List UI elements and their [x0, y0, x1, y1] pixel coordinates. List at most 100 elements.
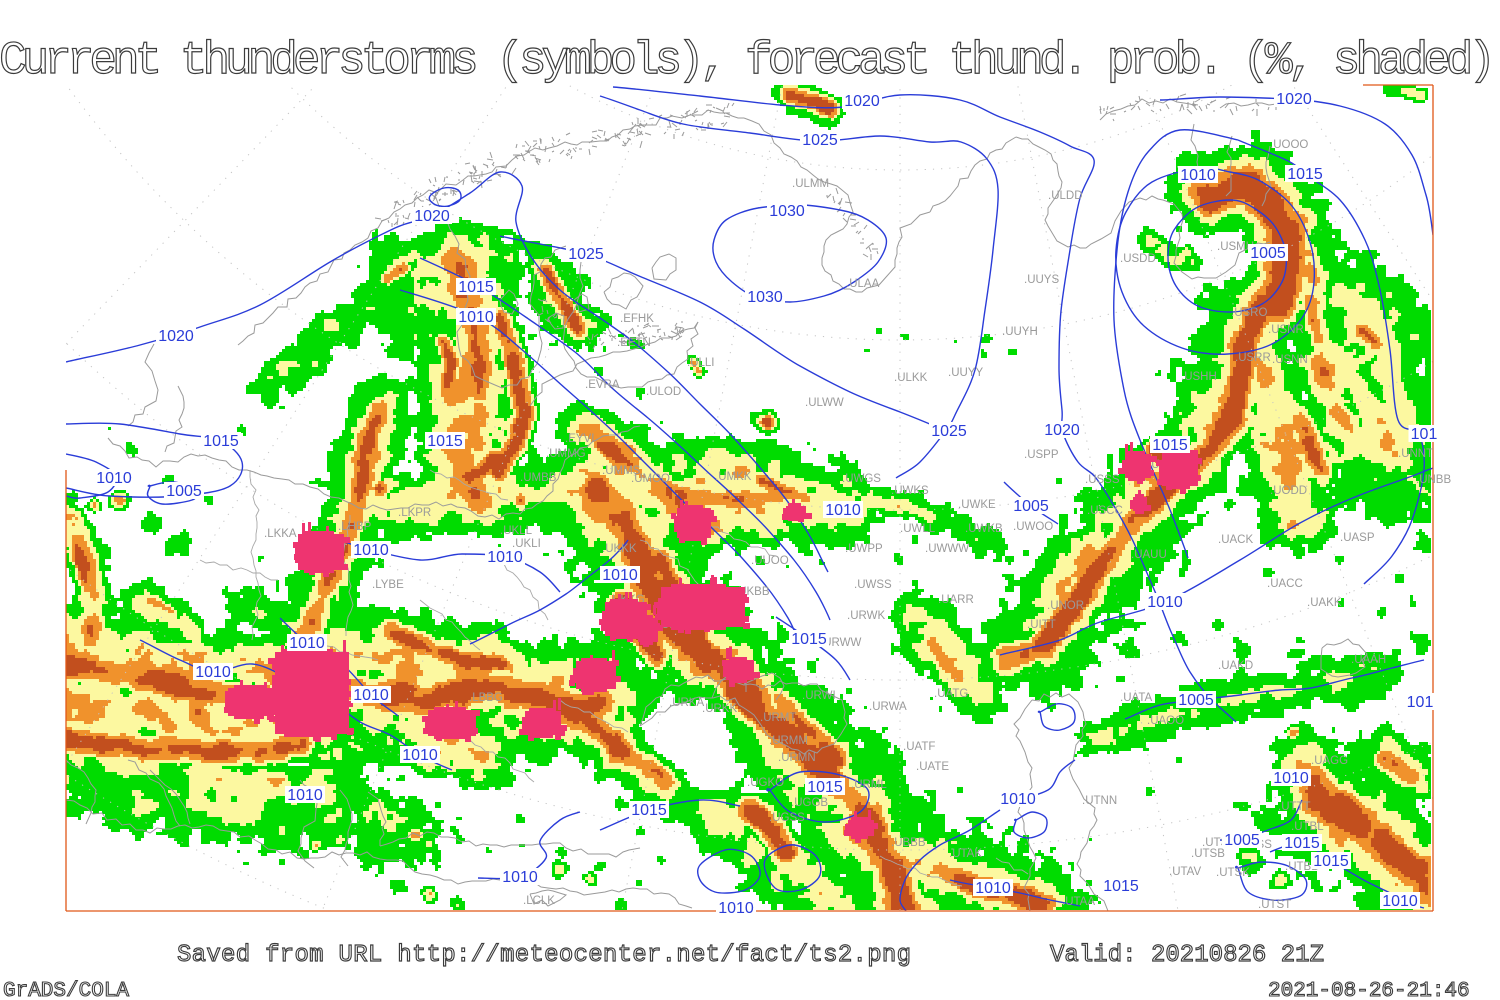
svg-text:.UASP: .UASP [1340, 532, 1375, 544]
svg-text:.EETN: .EETN [617, 337, 651, 349]
svg-text:1020: 1020 [1044, 422, 1080, 439]
svg-text:.UUOO: .UUOO [751, 555, 789, 567]
svg-text:1010: 1010 [975, 880, 1011, 897]
svg-text:.UACK: .UACK [1218, 534, 1253, 546]
svg-text:.UWKS: .UWKS [891, 485, 929, 497]
svg-text:.URKK: .URKK [702, 703, 737, 715]
svg-text:.USDD: .USDD [1120, 253, 1156, 265]
svg-text:.USMU: .USMU [1217, 241, 1254, 253]
svg-text:1010: 1010 [1382, 893, 1418, 910]
svg-text:.UATE: .UATE [916, 761, 949, 773]
svg-text:.UAOO: .UAOO [1147, 715, 1184, 727]
svg-text:.ULOD: .ULOD [646, 386, 681, 398]
svg-text:.USCC: .USCC [1087, 505, 1123, 517]
svg-text:.UNBB: .UNBB [1416, 474, 1451, 486]
svg-text:.USPP: .USPP [1024, 449, 1059, 461]
svg-text:1005: 1005 [1013, 498, 1049, 515]
svg-text:1020: 1020 [1276, 91, 1312, 108]
svg-text:.LHBP: .LHBP [338, 521, 372, 533]
svg-text:Valid: 20210826 21Z: Valid: 20210826 21Z [1050, 942, 1324, 969]
svg-text:.EFHK: .EFHK [620, 313, 654, 325]
svg-text:1010: 1010 [289, 635, 325, 652]
svg-text:1015: 1015 [1313, 853, 1349, 870]
svg-text:.UTBL: .UTBL [1291, 821, 1324, 833]
svg-text:.UBBB: .UBBB [891, 837, 926, 849]
svg-text:1025: 1025 [802, 132, 838, 149]
svg-text:.URWW: .URWW [820, 637, 861, 649]
svg-text:.URML: .URML [851, 779, 887, 791]
svg-text:1010: 1010 [602, 567, 638, 584]
svg-text:1010: 1010 [458, 309, 494, 326]
svg-text:2021-08-26-21:46: 2021-08-26-21:46 [1268, 980, 1470, 1000]
svg-text:.UTTT: .UTTT [1278, 801, 1311, 813]
svg-text:.URWK: .URWK [847, 610, 885, 622]
svg-text:101: 101 [1407, 694, 1434, 711]
svg-text:.UTAA: .UTAA [1062, 896, 1095, 908]
svg-text:.LKPR: .LKPR [398, 507, 431, 519]
svg-text:.UWPP: .UWPP [845, 543, 883, 555]
svg-text:.UUYY: .UUYY [948, 367, 983, 379]
svg-text:1015: 1015 [1152, 437, 1188, 454]
svg-text:.UWKB: .UWKB [965, 523, 1003, 535]
svg-text:.USSS: .USSS [1085, 474, 1120, 486]
svg-text:.USNN: .USNN [1272, 354, 1308, 366]
svg-text:.UWWW: .UWWW [925, 543, 969, 555]
svg-text:.UAKD: .UAKD [1218, 660, 1253, 672]
svg-text:1030: 1030 [747, 289, 783, 306]
svg-text:1010: 1010 [195, 664, 231, 681]
svg-text:1015: 1015 [458, 279, 494, 296]
svg-text:1015: 1015 [203, 433, 239, 450]
svg-text:.UMMS: .UMMS [602, 465, 641, 477]
svg-text:.UAAH: .UAAH [1351, 654, 1386, 666]
svg-text:.URMM: .URMM [769, 735, 808, 747]
svg-text:1010: 1010 [502, 869, 538, 886]
svg-text:.USNR: .USNR [1268, 324, 1304, 336]
svg-text:.UWLL: .UWLL [900, 523, 936, 535]
svg-text:.UMBB: .UMBB [520, 472, 557, 484]
svg-text:.USHH: .USHH [1181, 371, 1217, 383]
svg-text:.UAKK: .UAKK [1307, 597, 1342, 609]
svg-text:.ULMM: .ULMM [792, 178, 829, 190]
svg-text:.UGGB: .UGGB [791, 797, 828, 809]
svg-text:1005: 1005 [1224, 832, 1260, 849]
svg-text:.UTNN: .UTNN [1082, 795, 1117, 807]
svg-text:1020: 1020 [844, 93, 880, 110]
svg-text:.UWSS: .UWSS [854, 579, 892, 591]
svg-text:1005: 1005 [166, 483, 202, 500]
svg-text:.UWGS: .UWGS [842, 473, 881, 485]
svg-text:.UKLI: .UKLI [512, 538, 541, 550]
svg-text:1010: 1010 [287, 787, 323, 804]
svg-text:.UATG: .UATG [934, 688, 968, 700]
svg-text:1010: 1010 [1180, 167, 1216, 184]
svg-text:.USRR: .USRR [1235, 352, 1271, 364]
svg-text:.UTAV: .UTAV [1169, 866, 1201, 878]
svg-text:.UAGG: .UAGG [1311, 755, 1348, 767]
svg-text:1010: 1010 [353, 687, 389, 704]
svg-text:GrADS/COLA: GrADS/COLA [3, 980, 129, 1000]
svg-text:1010: 1010 [487, 549, 523, 566]
svg-text:.EYVI: .EYVI [565, 433, 594, 445]
svg-text:.UKKK: .UKKK [602, 543, 637, 555]
svg-text:.UMMG: .UMMG [546, 448, 586, 460]
svg-text:.LBBG: .LBBG [469, 692, 503, 704]
svg-text:1025: 1025 [568, 246, 604, 263]
svg-text:.UMKK: .UMKK [715, 471, 752, 483]
svg-text:.UATA: .UATA [1120, 692, 1152, 704]
svg-text:.UNOR: .UNOR [1047, 600, 1084, 612]
svg-text:.UARR: .UARR [938, 594, 974, 606]
svg-text:.ULWW: .ULWW [805, 397, 844, 409]
svg-text:.UACC: .UACC [1267, 578, 1303, 590]
svg-text:.URMN: .URMN [778, 752, 816, 764]
svg-text:.UKLL: .UKLL [500, 525, 533, 537]
svg-text:.UTST: .UTST [1258, 899, 1291, 911]
svg-text:.UGSS: .UGSS [769, 812, 805, 824]
svg-text:1010: 1010 [1147, 594, 1183, 611]
svg-text:.URMT: .URMT [760, 712, 796, 724]
svg-text:.UTBD: .UTBD [1285, 861, 1320, 873]
svg-text:1015: 1015 [1103, 878, 1139, 895]
svg-text:1010: 1010 [718, 900, 754, 917]
svg-text:1010: 1010 [353, 542, 389, 559]
svg-text:.ULLI: .ULLI [687, 357, 715, 369]
svg-text:.ULDD: .ULDD [1048, 190, 1083, 202]
svg-text:1005: 1005 [1178, 692, 1214, 709]
